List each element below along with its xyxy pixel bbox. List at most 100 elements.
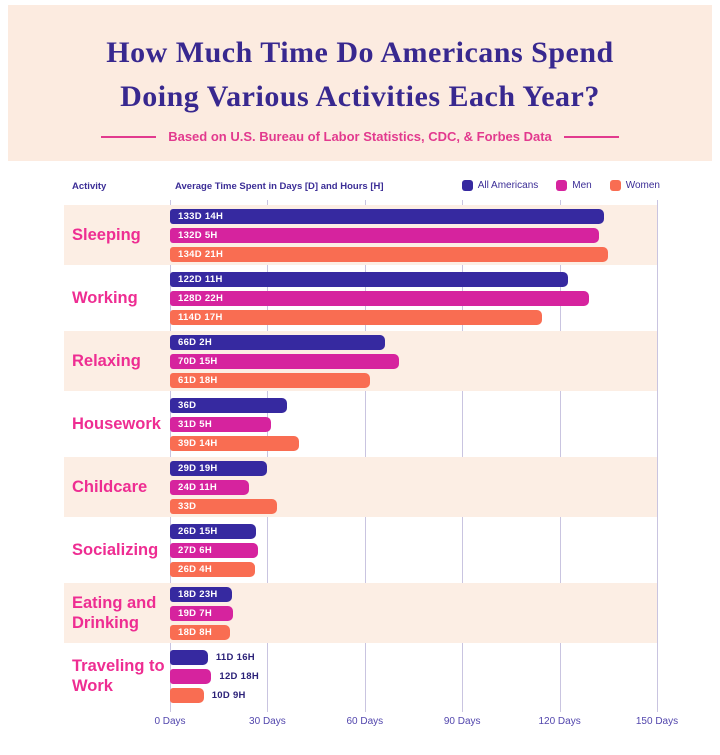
bar-women-housework: 39D 14H xyxy=(170,435,299,451)
bar-value: 10D 9H xyxy=(211,689,246,701)
bar-track: 39D 14H xyxy=(170,435,657,451)
bar-men-working: 128D 22H xyxy=(170,290,589,306)
page-title-line2: Doing Various Activities Each Year? xyxy=(120,80,600,113)
bar-value: 39D 14H xyxy=(178,437,218,449)
bar-all-americans-traveling-to-work xyxy=(170,649,208,665)
bar-value: 26D 15H xyxy=(178,525,218,537)
subtitle: Based on U.S. Bureau of Labor Statistics… xyxy=(168,129,552,144)
chart-row-socializing: Socializing 26D 15H 27D 6H 26D 4H xyxy=(64,520,657,580)
bar-track: 19D 7H xyxy=(170,605,657,621)
x-axis: 0 Days 30 Days 60 Days 90 Days 120 Days 150 D… xyxy=(154,716,678,730)
x-tick-label-90: 90 Days xyxy=(443,716,481,727)
bar-value: 70D 15H xyxy=(178,355,218,367)
bar-women-traveling-to-work xyxy=(170,687,204,703)
bar-track: 61D 18H xyxy=(170,372,657,388)
activity-label-housework: Housework xyxy=(72,415,161,433)
bar-women-eating-and-drinking: 18D 8H xyxy=(170,624,230,640)
bar-track: 134D 21H xyxy=(170,246,657,262)
bar-value: 29D 19H xyxy=(178,462,218,474)
legend-swatch-women xyxy=(609,180,621,191)
bar-value: 27D 6H xyxy=(178,544,213,556)
bar-men-childcare: 24D 11H xyxy=(170,479,250,495)
bar-all-americans-childcare: 29D 19H xyxy=(170,460,267,476)
bar-value: 26D 4H xyxy=(178,563,213,575)
bar-all-americans-housework: 36D xyxy=(170,397,287,413)
bar-value: 33D xyxy=(178,500,197,512)
gridline-90 xyxy=(462,200,464,712)
chart-row-housework: Housework 36D 31D 5H 39D 14H xyxy=(64,394,657,454)
bar-value: 133D 14H xyxy=(178,210,224,222)
bar-track: 27D 6H xyxy=(170,542,657,558)
gridline-60 xyxy=(364,200,366,712)
legend-swatch-men xyxy=(556,180,568,191)
bar-value: 122D 11H xyxy=(178,273,223,285)
chart-row-sleeping: Sleeping 133D 14H 132D 5H 134D 21H xyxy=(64,205,657,265)
bar-women-working: 114D 17H xyxy=(170,309,543,325)
x-tick-label-120: 120 Days xyxy=(538,716,581,727)
bar-all-americans-working: 122D 11H xyxy=(170,271,568,287)
page-title: How Much Time Do Americans Spend Doing V… xyxy=(8,5,712,119)
bar-value: 61D 18H xyxy=(178,374,218,386)
bar-track: 12D 18H xyxy=(170,668,657,684)
bar-track: 18D 8H xyxy=(170,624,657,640)
bar-track: 26D 15H xyxy=(170,523,657,539)
bar-track: 29D 19H xyxy=(170,460,657,476)
legend-label: All Americans xyxy=(477,180,539,191)
chart-row-working: Working 122D 11H 128D 22H 114D 17H xyxy=(64,268,657,328)
activity-column-header: Activity xyxy=(72,181,107,192)
x-tick-label-0: 0 Days xyxy=(154,716,186,727)
legend-label: Women xyxy=(625,180,660,191)
bar-track: 128D 22H xyxy=(170,290,657,306)
activity-label-childcare: Childcare xyxy=(72,478,148,496)
bar-track: 114D 17H xyxy=(170,309,657,325)
gridline-30 xyxy=(267,200,269,712)
bar-men-socializing: 27D 6H xyxy=(170,542,259,558)
bar-value: 132D 5H xyxy=(178,229,218,241)
chart-row-relaxing: Relaxing 66D 2H 70D 15H 61D 18H xyxy=(64,331,657,391)
bar-track: 132D 5H xyxy=(170,227,657,243)
subtitle-dash-right xyxy=(563,135,619,138)
bars-group-eating-and-drinking: 18D 23H 19D 7H 18D 8H xyxy=(170,583,657,643)
bar-men-relaxing: 70D 15H xyxy=(170,353,400,369)
bar-value: 36D xyxy=(178,399,197,411)
gridlines xyxy=(170,200,658,712)
chart-header-row: Activity Average Time Spent in Days [D] … xyxy=(0,180,720,195)
bar-value: 19D 7H xyxy=(178,607,213,619)
bars-group-working: 122D 11H 128D 22H 114D 17H xyxy=(170,268,657,328)
bar-value: 31D 5H xyxy=(178,418,213,430)
bar-track: 122D 11H xyxy=(170,271,657,287)
bar-all-americans-sleeping: 133D 14H xyxy=(170,208,604,224)
activity-label-eating-and-drinking: Eating and Drinking xyxy=(72,594,157,632)
bar-track: 33D xyxy=(170,498,657,514)
bars-group-relaxing: 66D 2H 70D 15H 61D 18H xyxy=(170,331,657,391)
activity-label-socializing: Socializing xyxy=(72,541,159,559)
bar-value: 18D 23H xyxy=(178,588,218,600)
chart-row-eating-and-drinking: Eating and Drinking 18D 23H 19D 7H 18D 8H xyxy=(64,583,657,643)
bars-group-childcare: 29D 19H 24D 11H 33D xyxy=(170,457,657,517)
bar-women-socializing: 26D 4H xyxy=(170,561,255,577)
page-title-line1: How Much Time Do Americans Spend xyxy=(106,36,614,69)
bar-track: 36D xyxy=(170,397,657,413)
legend-item-all-americans: All Americans xyxy=(461,180,539,191)
activity-label-relaxing: Relaxing xyxy=(72,352,141,370)
bar-all-americans-socializing: 26D 15H xyxy=(170,523,257,539)
gridline-0 xyxy=(170,200,171,712)
bar-men-eating-and-drinking: 19D 7H xyxy=(170,605,233,621)
bar-men-housework: 31D 5H xyxy=(170,416,272,432)
legend-label: Men xyxy=(572,180,592,191)
legend: All Americans Men Women xyxy=(461,180,660,191)
bar-track: 24D 11H xyxy=(170,479,657,495)
bar-track: 31D 5H xyxy=(170,416,657,432)
bar-women-relaxing: 61D 18H xyxy=(170,372,371,388)
legend-item-women: Women xyxy=(609,180,660,191)
bar-all-americans-eating-and-drinking: 18D 23H xyxy=(170,586,232,602)
bar-track: 10D 9H xyxy=(170,687,657,703)
bar-men-traveling-to-work xyxy=(170,668,212,684)
bar-value: 114D 17H xyxy=(178,311,223,323)
bars-group-sleeping: 133D 14H 132D 5H 134D 21H xyxy=(170,205,657,265)
bar-track: 18D 23H xyxy=(170,586,657,602)
bar-track: 66D 2H xyxy=(170,334,657,350)
gridline-120 xyxy=(559,200,561,712)
bar-value: 24D 11H xyxy=(178,481,218,493)
activity-label-sleeping: Sleeping xyxy=(72,226,141,244)
